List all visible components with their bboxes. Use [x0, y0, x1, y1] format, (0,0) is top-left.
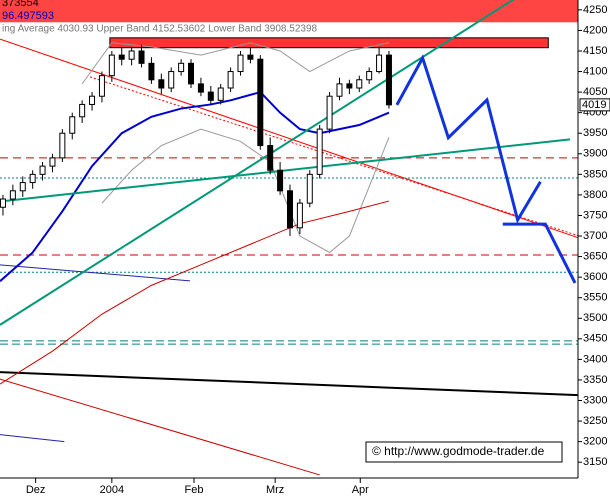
- y-tick-label: 3850: [583, 168, 607, 180]
- x-tick-label: 2004: [100, 484, 124, 496]
- x-tick-label: Dez: [26, 484, 46, 496]
- candle-body: [118, 54, 125, 60]
- candle-body: [108, 54, 115, 77]
- y-tick-label: 4150: [583, 45, 607, 57]
- candle-body: [227, 71, 234, 89]
- candle-body: [29, 173, 36, 184]
- y-tick-label: 4200: [583, 24, 607, 36]
- y-tick-label: 4250: [583, 4, 607, 16]
- y-tick-label: 3150: [583, 456, 607, 468]
- candle-body: [59, 132, 66, 159]
- y-tick-label: 3550: [583, 292, 607, 304]
- last-value-label: 4019: [582, 99, 606, 111]
- candle-body: [356, 79, 363, 89]
- candle-body: [336, 83, 343, 97]
- y-tick-label: 3800: [583, 189, 607, 201]
- candle-body: [207, 91, 214, 101]
- candle-body: [79, 103, 86, 118]
- candle-body: [69, 116, 76, 134]
- candle-body: [257, 58, 264, 147]
- candle-body: [267, 145, 274, 171]
- candle-body: [366, 71, 373, 81]
- candle-body: [9, 190, 16, 200]
- y-tick-label: 3900: [583, 148, 607, 160]
- y-tick-label: 3350: [583, 374, 607, 386]
- x-tick-label: Feb: [185, 484, 204, 496]
- y-tick-label: 3450: [583, 333, 607, 345]
- x-tick-label: Mrz: [266, 484, 284, 496]
- candle-body: [197, 83, 204, 93]
- plot-area: [0, 0, 579, 476]
- watermark: © http://www.godmode-trader.de: [372, 444, 545, 458]
- last-value-box: [579, 98, 610, 112]
- overlay-line: [0, 371, 579, 397]
- candle-body: [326, 95, 333, 130]
- overlay-line: [89, 76, 579, 237]
- overlay-line: [0, 38, 579, 239]
- y-tick-label: 3300: [583, 394, 607, 406]
- candle-body: [128, 50, 135, 60]
- candle-body: [376, 54, 383, 73]
- candle-body: [138, 50, 145, 64]
- candle-body: [178, 62, 185, 73]
- candle-body: [247, 54, 254, 60]
- candle-body: [188, 62, 195, 85]
- overlay-line: [0, 378, 320, 476]
- zone: [0, 0, 579, 23]
- overlay-line: [81, 42, 390, 85]
- candle-body: [158, 79, 165, 89]
- candle-body: [385, 54, 392, 106]
- overlay-line: [0, 200, 390, 385]
- zone: [109, 37, 549, 49]
- header-value: 96.497593: [2, 10, 54, 22]
- overlay-line: [0, 138, 571, 203]
- candle-body: [346, 83, 353, 89]
- candle-body: [0, 198, 6, 208]
- overlay-line: [395, 54, 542, 224]
- legend-text: ing Average 4030.93 Upper Band 4152.5360…: [2, 24, 318, 35]
- candle-body: [237, 54, 244, 73]
- candle-body: [316, 128, 323, 175]
- y-tick-label: 3950: [583, 127, 607, 139]
- y-tick-label: 3700: [583, 230, 607, 242]
- y-tick-label: 4050: [583, 86, 607, 98]
- header-value: 373554: [2, 0, 39, 9]
- y-tick-label: 4100: [583, 65, 607, 77]
- overlay-line: [0, 0, 515, 326]
- candle-body: [49, 157, 56, 167]
- overlay-line: [0, 264, 191, 282]
- y-tick-label: 3250: [583, 415, 607, 427]
- y-tick-label: 3500: [583, 312, 607, 324]
- candle-body: [98, 75, 105, 97]
- candle-body: [217, 87, 224, 101]
- y-tick-label: 3200: [583, 436, 607, 448]
- candle-body: [19, 182, 26, 192]
- candle-body: [148, 62, 155, 81]
- candle-body: [286, 190, 293, 229]
- overlay-line: [0, 434, 65, 443]
- watermark-box: [365, 441, 563, 463]
- candle-body: [39, 165, 46, 175]
- y-tick-label: 3600: [583, 271, 607, 283]
- overlay-line: [0, 90, 390, 283]
- candle-body: [89, 95, 96, 105]
- candle-body: [168, 71, 175, 89]
- y-tick-label: 3750: [583, 209, 607, 221]
- overlay-line: [502, 222, 577, 284]
- y-tick-label: 3400: [583, 353, 607, 365]
- x-tick-label: Apr: [352, 484, 369, 496]
- candle-body: [296, 202, 303, 229]
- candle-body: [277, 169, 284, 192]
- y-tick-label: 3650: [583, 250, 607, 262]
- candle-body: [306, 173, 313, 204]
